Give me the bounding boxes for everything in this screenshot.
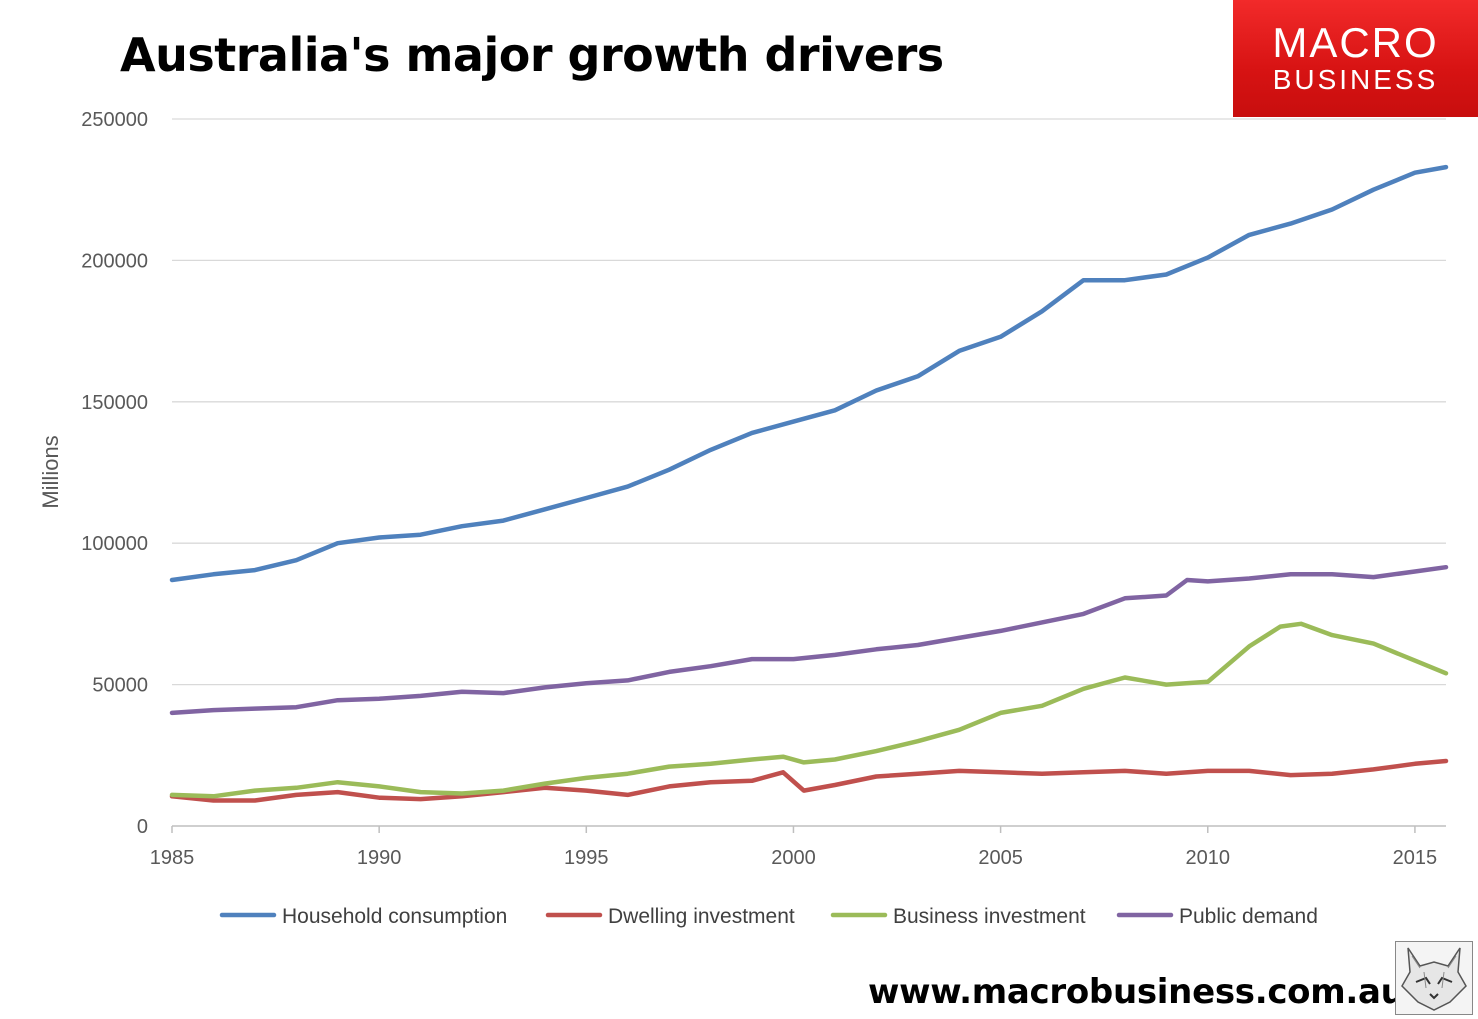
y-tick-label: 250000	[81, 109, 148, 131]
series-line-household-consumption	[169, 164, 1449, 583]
series-lines	[169, 164, 1449, 803]
gridlines	[172, 118, 1446, 686]
legend-label: Public demand	[1179, 905, 1318, 928]
legend-label: Dwelling investment	[608, 905, 795, 928]
website-url[interactable]: www.macrobusiness.com.au	[868, 972, 1405, 1012]
x-tick-label: 1990	[357, 847, 402, 869]
x-tick-label: 2000	[771, 847, 816, 869]
macrobusiness-logo: MACRO BUSINESS	[1233, 0, 1478, 117]
x-tick-label: 2010	[1186, 847, 1231, 869]
series-line-dwelling-investment	[169, 758, 1449, 803]
x-tick-label: 1985	[150, 847, 195, 869]
y-tick-label: 150000	[81, 392, 148, 414]
chart-title: Australia's major growth drivers	[120, 28, 944, 82]
series-line-business-investment	[169, 621, 1449, 799]
legend-label: Business investment	[893, 905, 1086, 928]
logo-line-business: BUSINESS	[1272, 64, 1439, 95]
x-tick-label: 1995	[564, 847, 609, 869]
legend-label: Household consumption	[282, 905, 507, 928]
y-tick-label: 0	[137, 816, 148, 838]
x-tick-label: 2015	[1393, 847, 1438, 869]
x-axis: 1985 1990 1995 2000 2005 2010 2015	[150, 825, 1446, 869]
series-line-public-demand	[169, 564, 1449, 716]
logo-line-macro: MACRO	[1272, 19, 1439, 66]
x-tick-label: 2005	[978, 847, 1023, 869]
y-tick-label: 100000	[81, 533, 148, 555]
y-tick-label: 200000	[81, 250, 148, 272]
y-tick-label: 50000	[92, 675, 148, 697]
y-axis-ticks: 0 50000 100000 150000 200000 250000	[81, 109, 148, 838]
legend: Household consumption Dwelling investment…	[219, 905, 1318, 928]
wolf-logo-icon	[1395, 941, 1473, 1015]
y-axis-label: Millions	[38, 435, 63, 508]
